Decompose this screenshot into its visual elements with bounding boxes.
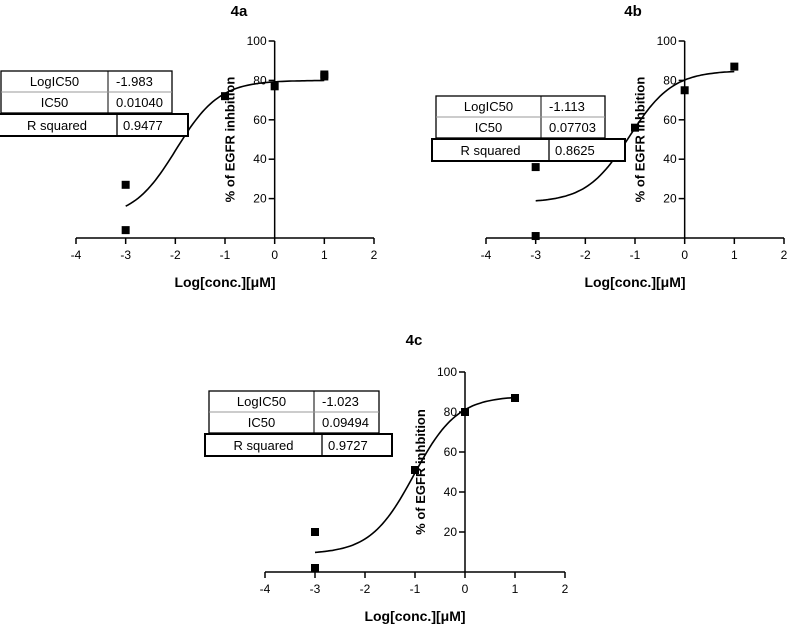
- y-axis-label: % of EGFR inhbition: [633, 77, 648, 203]
- table-label: IC50: [41, 95, 68, 110]
- chart-panel-4a: 4a -4 -3 -2 -1 0 1 2 Log[conc.][μM] 20 40 60 80 100 % …: [0, 3, 378, 290]
- table-value: 0.8625: [555, 143, 595, 158]
- table-value: 0.01040: [116, 95, 163, 110]
- results-table: LogIC50 -1.113 IC50 0.07703 R squared 0.8625: [431, 95, 626, 162]
- x-tick-label: -2: [360, 582, 371, 596]
- table-box: [431, 138, 626, 162]
- table-label: R squared: [234, 438, 294, 453]
- data-point: [531, 232, 540, 241]
- x-tick-label: -4: [71, 248, 82, 262]
- x-tick-label: 1: [512, 582, 519, 596]
- chart-panel-4c: 4c -4 -3 -2 -1 0 1 2 Log[conc.][μM] 20 40 60 80 100 % …: [204, 332, 569, 624]
- y-tick-label: 80: [253, 73, 267, 87]
- table-value: 0.9727: [328, 438, 368, 453]
- x-tick-label: -3: [310, 582, 321, 596]
- x-tick-label: 0: [681, 248, 688, 262]
- x-tick-label: 2: [781, 248, 787, 262]
- y-tick-label: 20: [663, 192, 677, 206]
- x-tick-label: -2: [170, 248, 181, 262]
- y-tick-label: 20: [253, 192, 267, 206]
- data-point: [320, 72, 329, 81]
- data-point: [311, 528, 319, 536]
- data-point: [411, 466, 419, 474]
- table-value: -1.113: [549, 99, 585, 114]
- table-value: 0.9477: [123, 118, 163, 133]
- x-tick-label: 1: [731, 248, 738, 262]
- y-tick-label: 60: [444, 445, 458, 459]
- y-tick-label: 60: [663, 113, 677, 127]
- table-label: R squared: [461, 143, 521, 158]
- x-tick-label: 2: [371, 248, 378, 262]
- results-table: LogIC50 -1.023 IC50 0.09494 R squared 0.9727: [204, 390, 393, 457]
- x-tick-label: -2: [580, 248, 591, 262]
- table-label: LogIC50: [464, 99, 513, 114]
- x-tick-label: -3: [530, 248, 541, 262]
- table-value: 0.09494: [322, 415, 369, 430]
- chart-panel-4b: 4b -4 -3 -2 -1 0 1 2 Log[conc.][μM] 20 40 60 80 100 % …: [431, 3, 787, 290]
- data-point: [270, 82, 279, 91]
- table-label: IC50: [475, 120, 502, 135]
- y-tick-label: 80: [663, 73, 677, 87]
- y-axis-label: % of EGFR inhbition: [413, 409, 428, 535]
- x-axis-label: Log[conc.][μM]: [584, 274, 685, 290]
- table-box: [204, 433, 393, 457]
- y-tick-label: 20: [444, 525, 458, 539]
- y-tick-label: 100: [247, 34, 267, 48]
- chart-title: 4b: [624, 3, 642, 20]
- table-box: [0, 113, 189, 137]
- y-tick-label: 100: [437, 365, 457, 379]
- data-point: [461, 408, 469, 416]
- data-point: [531, 163, 540, 172]
- data-point: [680, 86, 689, 95]
- table-label: IC50: [248, 415, 275, 430]
- chart-title: 4c: [406, 332, 423, 349]
- table-label: LogIC50: [237, 394, 286, 409]
- y-tick-label: 80: [444, 405, 458, 419]
- data-point: [631, 123, 639, 132]
- x-tick-label: 1: [321, 248, 328, 262]
- results-table: LogIC50 -1.983 IC50 0.01040 R squared 0.9477: [0, 70, 189, 137]
- table-value: 0.07703: [549, 120, 596, 135]
- y-tick-label: 60: [253, 113, 267, 127]
- data-point: [221, 92, 229, 101]
- data-point: [311, 564, 319, 572]
- x-tick-label: -1: [410, 582, 421, 596]
- x-tick-label: 2: [562, 582, 569, 596]
- x-tick-label: -4: [481, 248, 492, 262]
- table-value: -1.983: [116, 74, 153, 89]
- y-tick-label: 40: [444, 485, 458, 499]
- x-tick-label: -1: [630, 248, 641, 262]
- x-tick-label: -1: [220, 248, 231, 262]
- y-tick-label: 40: [663, 152, 677, 166]
- data-point: [511, 394, 519, 402]
- x-axis-label: Log[conc.][μM]: [174, 274, 275, 290]
- x-axis-label: Log[conc.][μM]: [364, 608, 465, 624]
- table-value: -1.023: [322, 394, 359, 409]
- data-point: [121, 226, 130, 235]
- x-tick-label: -3: [120, 248, 131, 262]
- table-label: LogIC50: [30, 74, 79, 89]
- data-point: [730, 62, 739, 71]
- data-point: [121, 180, 130, 189]
- x-tick-label: 0: [462, 582, 469, 596]
- y-tick-label: 100: [657, 34, 677, 48]
- chart-title: 4a: [231, 3, 248, 20]
- x-tick-label: 0: [271, 248, 278, 262]
- table-label: R squared: [27, 118, 87, 133]
- y-axis-label: % of EGFR inhbition: [223, 77, 238, 203]
- y-tick-label: 40: [253, 152, 267, 166]
- x-tick-label: -4: [260, 582, 271, 596]
